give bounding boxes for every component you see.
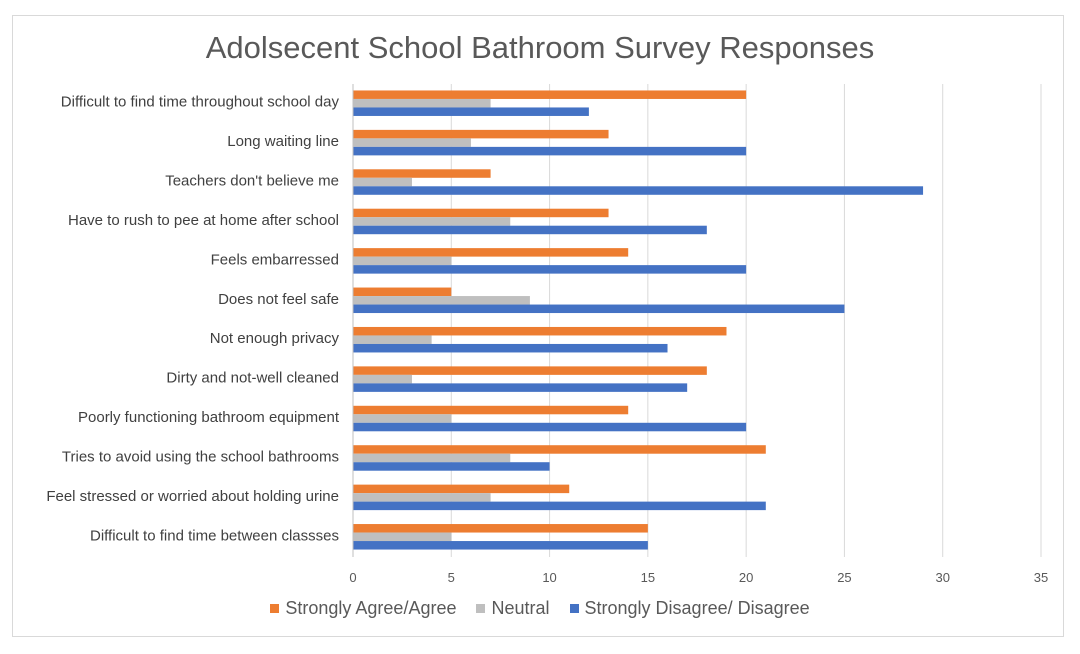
bar-agree-0 [353,90,747,99]
x-tick-label-5: 5 [448,570,455,585]
category-label-4: Feels embarressed [211,251,339,268]
category-label-8: Poorly functioning bathroom equipment [78,409,340,426]
bar-disagree-1 [353,146,747,156]
category-label-6: Not enough privacy [210,330,340,347]
category-label-2: Teachers don't believe me [165,173,339,190]
bar-agree-8 [353,405,629,415]
category-label-1: Long waiting line [227,133,339,150]
chart-frame [12,15,1064,637]
x-tick-label-10: 10 [542,570,556,585]
bar-disagree-3 [353,225,707,235]
bar-agree-7 [353,366,707,375]
bar-agree-6 [353,326,727,336]
bar-neutral-9 [353,453,511,463]
bar-neutral-0 [353,98,491,108]
legend-swatch-disagree [569,604,579,613]
bar-disagree-2 [353,186,924,195]
bar-agree-10 [353,484,570,494]
category-label-11: Difficult to find time between classses [90,527,339,544]
x-tick-label-15: 15 [641,570,655,585]
bar-agree-3 [353,208,609,218]
bar-agree-11 [353,524,648,533]
bar-neutral-1 [353,138,471,147]
bar-neutral-4 [353,256,452,266]
bar-agree-9 [353,445,766,454]
bar-neutral-11 [353,532,452,542]
bar-disagree-10 [353,501,766,511]
legend-label-neutral: Neutral [491,598,550,618]
bar-neutral-7 [353,374,412,384]
legend-item-disagree: Strongly Disagree/ Disagree [569,598,810,619]
legend-swatch-agree [270,604,280,613]
bar-neutral-6 [353,335,432,344]
bar-disagree-0 [353,107,589,116]
bar-disagree-6 [353,343,668,353]
bar-disagree-11 [353,541,648,550]
bar-disagree-9 [353,462,550,471]
bar-disagree-4 [353,265,747,274]
category-label-3: Have to rush to pee at home after school [68,212,339,229]
bar-disagree-5 [353,304,845,314]
x-tick-label-30: 30 [935,570,949,585]
category-label-7: Dirty and not-well cleaned [166,370,339,387]
legend-swatch-neutral [476,604,486,613]
bar-agree-5 [353,287,452,297]
bar-neutral-8 [353,414,452,423]
category-label-5: Does not feel safe [218,291,339,308]
bar-agree-1 [353,129,609,139]
bar-neutral-10 [353,493,491,502]
legend-label-agree: Strongly Agree/Agree [285,598,457,618]
bar-neutral-2 [353,177,412,187]
bar-disagree-8 [353,422,747,432]
x-tick-label-0: 0 [349,570,356,585]
legend-item-agree: Strongly Agree/Agree [270,598,456,619]
bar-neutral-5 [353,296,530,305]
chart-title: Adolsecent School Bathroom Survey Respon… [205,30,875,65]
bar-disagree-7 [353,383,688,392]
legend: Strongly Agree/Agree Neutral Strongly Di… [0,598,1080,619]
bar-agree-2 [353,169,491,178]
x-tick-label-20: 20 [739,570,753,585]
category-label-10: Feel stressed or worried about holding u… [46,488,339,505]
bar-agree-4 [353,248,629,257]
category-label-9: Tries to avoid using the school bathroom… [62,448,339,465]
category-label-0: Difficult to find time throughout school… [61,94,340,111]
legend-label-disagree: Strongly Disagree/ Disagree [584,598,810,618]
x-tick-label-25: 25 [837,570,851,585]
legend-item-neutral: Neutral [476,598,550,619]
bar-neutral-3 [353,217,511,226]
x-tick-label-35: 35 [1034,570,1048,585]
